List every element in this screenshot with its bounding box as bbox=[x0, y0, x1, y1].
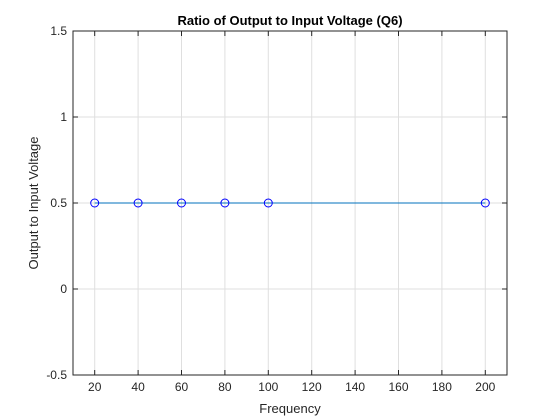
x-tick-label-8: 180 bbox=[432, 380, 452, 394]
x-tick-label-1: 40 bbox=[131, 380, 145, 394]
data-point-0-2 bbox=[177, 198, 186, 208]
y-tick-label-3: 1 bbox=[60, 110, 67, 124]
data-point-0-3 bbox=[220, 198, 230, 208]
plot-area: 20 40 60 80 100 120 140 160 180 200 -0.5 0 0.5 1 1.5 bbox=[46, 24, 508, 394]
data-point-0-1 bbox=[133, 198, 143, 208]
y-tick-label-2: 0.5 bbox=[50, 196, 67, 210]
x-tick-label-7: 160 bbox=[388, 380, 408, 394]
x-tick-label-6: 140 bbox=[345, 380, 365, 394]
x-axis-label: Frequency bbox=[259, 401, 321, 416]
data-point-0-4 bbox=[263, 198, 273, 208]
x-tick-label-3: 80 bbox=[218, 380, 232, 394]
x-tick-label-2: 60 bbox=[175, 380, 189, 394]
x-tick-label-4: 100 bbox=[258, 380, 278, 394]
y-tick-label-0: -0.5 bbox=[46, 368, 67, 382]
y-axis-label: Output to Input Voltage bbox=[26, 137, 41, 270]
y-tick-label-4: 1.5 bbox=[50, 24, 67, 38]
y-tick-label-1: 0 bbox=[60, 282, 67, 296]
x-tick-label-5: 120 bbox=[302, 380, 322, 394]
x-tick-label-9: 200 bbox=[475, 380, 495, 394]
data-point-0-5 bbox=[480, 198, 490, 208]
chart-title: Ratio of Output to Input Voltage (Q6) bbox=[177, 13, 402, 28]
data-point-0-0 bbox=[90, 198, 100, 208]
x-tick-label-0: 20 bbox=[88, 380, 102, 394]
